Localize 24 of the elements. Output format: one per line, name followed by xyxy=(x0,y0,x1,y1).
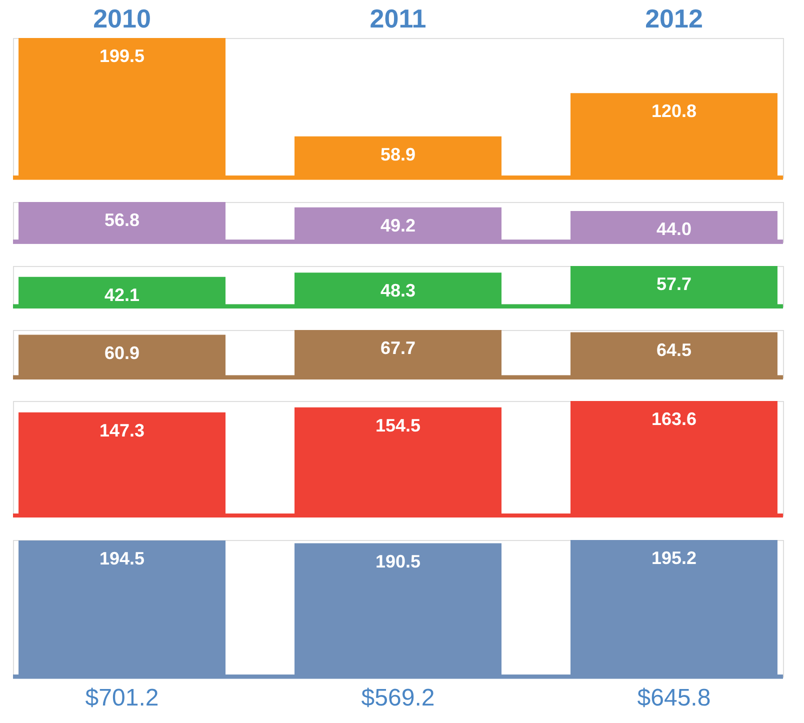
text: $569.2 xyxy=(361,684,435,712)
text: $701.2 xyxy=(85,684,159,712)
data-label: 44.0 xyxy=(656,218,692,239)
data-label: 60.9 xyxy=(104,342,140,363)
data-label: 194.5 xyxy=(99,548,145,568)
data-label: 67.7 xyxy=(380,338,416,358)
data-label: 58.9 xyxy=(380,144,416,164)
x-tick-label: 2010 xyxy=(93,4,151,34)
data-label: 147.3 xyxy=(99,420,145,440)
data-label: 57.7 xyxy=(656,274,692,294)
data-label: 154.5 xyxy=(375,415,421,436)
text: $645.8 xyxy=(637,684,711,712)
x-tick-label: 2011 xyxy=(370,4,426,34)
data-label: 64.5 xyxy=(656,340,692,360)
data-label: 120.8 xyxy=(651,101,697,122)
data-label: 190.5 xyxy=(375,551,421,572)
x-tick-label: 2012 xyxy=(645,4,703,34)
data-label: 49.2 xyxy=(380,215,416,236)
data-label: 56.8 xyxy=(104,210,140,230)
data-label: 42.1 xyxy=(104,284,140,305)
data-label: 199.5 xyxy=(99,46,145,66)
data-label: 48.3 xyxy=(380,280,416,301)
data-label: 163.6 xyxy=(651,409,697,429)
data-label: 195.2 xyxy=(651,548,697,568)
